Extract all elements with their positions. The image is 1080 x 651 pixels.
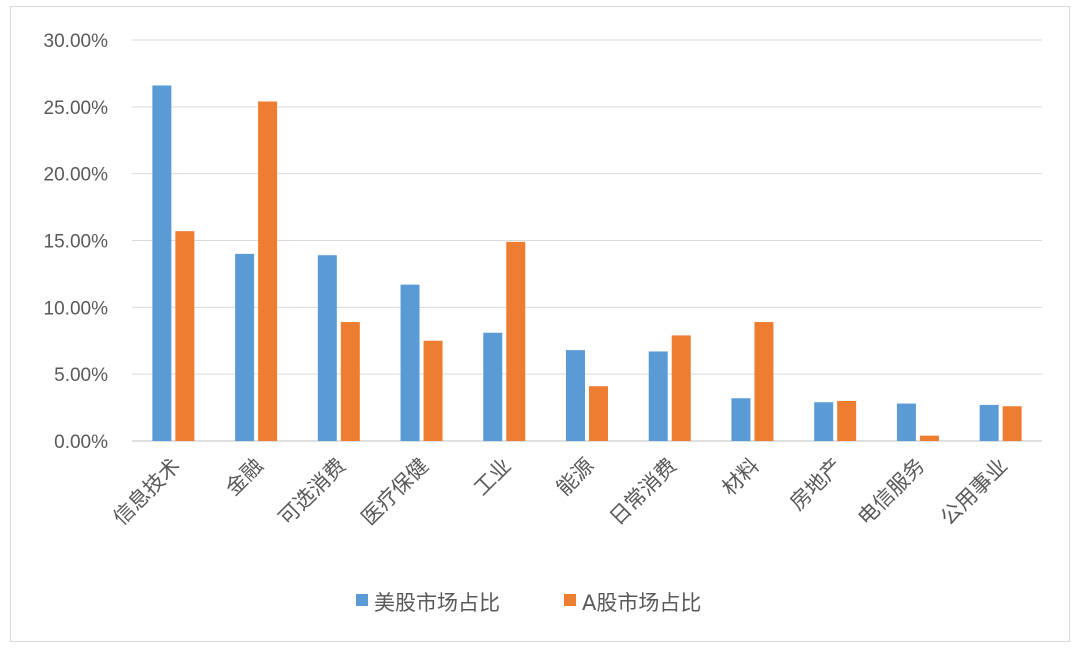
bars	[152, 85, 1022, 442]
bar-a-7	[754, 322, 774, 441]
bar-us-8	[814, 402, 834, 441]
bar-us-7	[731, 398, 751, 441]
bar-us-9	[896, 403, 916, 441]
x-category-label: 能源	[552, 454, 599, 501]
bar-us-6	[648, 351, 668, 441]
y-tick-label: 0.00%	[54, 432, 108, 453]
bar-a-10	[1002, 406, 1022, 441]
bar-us-1	[235, 253, 255, 441]
bar-a-1	[258, 101, 278, 441]
y-tick-label: 15.00%	[44, 232, 109, 253]
bar-a-9	[919, 435, 939, 441]
bar-a-3	[423, 340, 443, 441]
y-axis-tick-labels: 0.00% 5.00% 10.00% 15.00% 20.00% 25.00% 30.00%	[44, 31, 109, 453]
legend-label: 美股市场占比	[374, 591, 500, 615]
bar-us-5	[566, 350, 585, 441]
x-category-label: 电信服务	[853, 454, 929, 530]
y-tick-label: 10.00%	[44, 298, 109, 319]
y-tick-label: 30.00%	[44, 31, 109, 52]
x-category-label: 医疗保健	[357, 454, 433, 530]
gridlines	[132, 39, 1042, 442]
y-tick-label: 20.00%	[44, 165, 109, 186]
bar-us-10	[979, 404, 999, 441]
bar-us-3	[400, 284, 420, 441]
y-tick-label: 5.00%	[54, 365, 108, 386]
legend-swatch	[356, 594, 368, 606]
legend-label: A股市场占比	[582, 591, 701, 615]
bar-a-5	[589, 386, 608, 441]
bar-a-2	[340, 322, 360, 441]
x-category-label: 日常消费	[605, 454, 681, 530]
y-tick-label: 25.00%	[44, 98, 109, 119]
x-category-label: 材料	[717, 454, 764, 501]
bar-us-2	[317, 255, 337, 441]
bar-a-0	[175, 231, 195, 441]
bar-us-4	[483, 332, 503, 441]
bar-a-8	[837, 400, 857, 441]
x-category-label: 工业	[469, 454, 516, 501]
x-category-label: 金融	[221, 454, 268, 501]
legend: 美股市场占比 A股市场占比	[356, 591, 701, 615]
bar-a-6	[671, 335, 691, 441]
x-category-label: 可选消费	[274, 454, 350, 530]
x-category-label: 公用事业	[936, 454, 1012, 530]
x-category-label: 房地产	[785, 454, 847, 516]
bar-a-4	[506, 241, 526, 441]
x-axis-category-labels: 信息技术 金融 可选消费 医疗保健 工业 能源 日常消费 材料 房地产 电信服务 公用事业	[109, 454, 1013, 530]
x-category-label: 信息技术	[109, 454, 185, 530]
bar-us-0	[152, 85, 172, 442]
legend-swatch	[564, 594, 576, 606]
